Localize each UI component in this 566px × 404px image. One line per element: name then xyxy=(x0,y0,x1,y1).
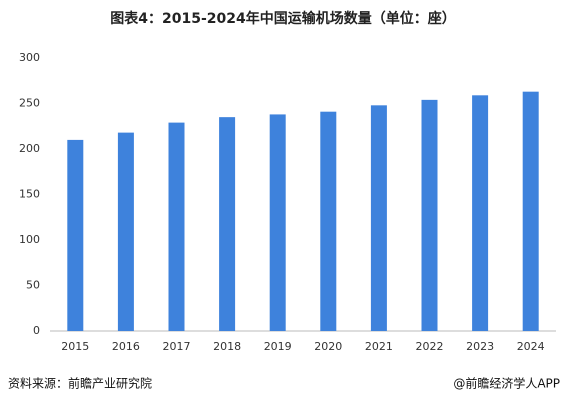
bar xyxy=(370,105,387,331)
credit: @前瞻经济学人APP xyxy=(453,376,560,391)
source: 资料来源：前瞻产业研究院 xyxy=(8,376,152,391)
bar xyxy=(117,132,134,331)
y-tick-label: 100 xyxy=(19,233,40,246)
bar xyxy=(522,91,539,331)
y-tick-label: 250 xyxy=(19,97,40,110)
bar xyxy=(219,117,236,332)
x-tick-label: 2018 xyxy=(213,340,241,353)
bar xyxy=(320,111,337,331)
bar xyxy=(168,122,185,331)
x-tick-label: 2015 xyxy=(61,340,89,353)
bar xyxy=(67,139,84,331)
x-tick-label: 2019 xyxy=(264,340,292,353)
y-tick-label: 50 xyxy=(26,279,40,292)
x-tick-label: 2016 xyxy=(112,340,140,353)
bar xyxy=(269,114,286,331)
y-tick-label: 0 xyxy=(33,324,40,337)
chart-title: 图表4：2015-2024年中国运输机场数量（单位：座） xyxy=(110,10,455,27)
bar xyxy=(472,95,489,331)
x-tick-label: 2020 xyxy=(314,340,342,353)
bar xyxy=(421,99,438,331)
x-tick-label: 2022 xyxy=(416,340,444,353)
y-tick-label: 150 xyxy=(19,188,40,201)
x-tick-label: 2021 xyxy=(365,340,393,353)
y-tick-label: 200 xyxy=(19,142,40,155)
x-tick-label: 2023 xyxy=(466,340,494,353)
y-tick-label: 300 xyxy=(19,51,40,64)
x-tick-label: 2024 xyxy=(517,340,545,353)
x-tick-label: 2017 xyxy=(163,340,191,353)
